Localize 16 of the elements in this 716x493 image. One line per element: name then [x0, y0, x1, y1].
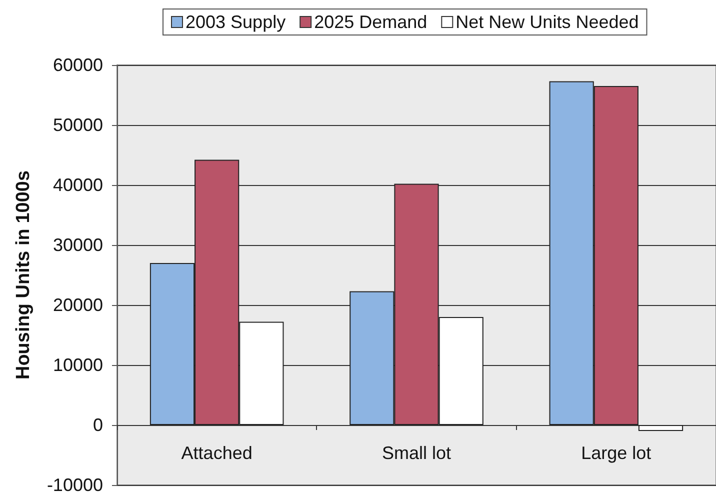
y-tick-label: 60000 [52, 55, 103, 75]
y-tick-label: 10000 [52, 355, 103, 375]
y-tick-label: 30000 [52, 235, 103, 255]
legend-label: 2003 Supply [186, 12, 286, 32]
y-tick-label: 0 [92, 415, 103, 435]
y-axis-title: Housing Units in 1000s [13, 170, 34, 380]
y-tick-label: 20000 [52, 295, 103, 315]
bar [638, 425, 684, 431]
legend-label: 2025 Demand [314, 12, 428, 32]
legend-label: Net New Units Needed [456, 12, 639, 32]
y-tick-label: -10000 [46, 475, 103, 493]
y-tick-label: 50000 [52, 115, 103, 135]
x-tick-label: Large lot [581, 443, 652, 463]
y-tick-label: 40000 [52, 175, 103, 195]
x-tick-label: Small lot [382, 443, 452, 463]
x-tick-label: Attached [181, 443, 252, 463]
